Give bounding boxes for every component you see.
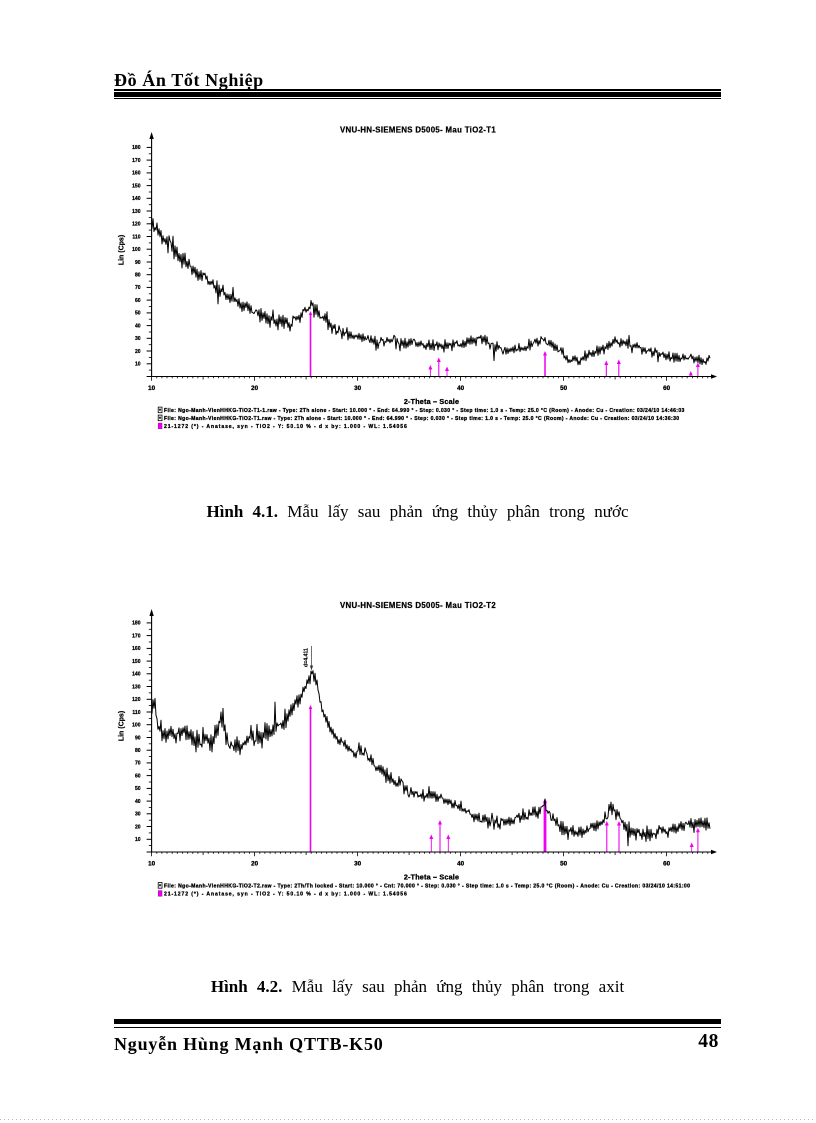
svg-text:21-1272 (*) - Anatase, syn - T: 21-1272 (*) - Anatase, syn - TiO2 - Y: 5… xyxy=(164,892,408,898)
svg-text:100: 100 xyxy=(132,247,141,253)
svg-text:90: 90 xyxy=(135,735,141,741)
svg-text:130: 130 xyxy=(132,209,141,215)
svg-text:File: Ngo-Manh-VienHHKG-TiO2-T: File: Ngo-Manh-VienHHKG-TiO2-T1-1.raw - … xyxy=(164,408,685,414)
svg-text:2-Theta – Scale: 2-Theta – Scale xyxy=(404,397,459,406)
svg-text:10: 10 xyxy=(135,362,141,368)
svg-text:20: 20 xyxy=(135,349,141,355)
svg-text:40: 40 xyxy=(457,861,464,868)
svg-text:180: 180 xyxy=(132,621,141,627)
svg-text:40: 40 xyxy=(457,385,464,392)
svg-text:20: 20 xyxy=(251,861,258,868)
svg-text:120: 120 xyxy=(132,222,141,228)
svg-text:170: 170 xyxy=(132,158,141,164)
svg-text:30: 30 xyxy=(135,812,141,818)
svg-text:90: 90 xyxy=(135,260,141,266)
svg-text:50: 50 xyxy=(135,311,141,317)
svg-text:File: Ngo-Manh-VienHHKG-TiO2-T: File: Ngo-Manh-VienHHKG-TiO2-T1.raw - Ty… xyxy=(164,416,680,422)
svg-text:20: 20 xyxy=(135,824,141,830)
svg-text:40: 40 xyxy=(135,323,141,329)
svg-text:70: 70 xyxy=(135,761,141,767)
svg-text:140: 140 xyxy=(132,672,141,678)
svg-text:VNU-HN-SIEMENS D5005- Mau TiO2: VNU-HN-SIEMENS D5005- Mau TiO2-T1 xyxy=(340,126,496,135)
svg-text:130: 130 xyxy=(132,684,141,690)
svg-text:80: 80 xyxy=(135,748,141,754)
svg-text:120: 120 xyxy=(132,697,141,703)
svg-text:70: 70 xyxy=(135,285,141,291)
svg-text:60: 60 xyxy=(135,298,141,304)
svg-text:140: 140 xyxy=(132,196,141,202)
svg-text:60: 60 xyxy=(135,773,141,779)
svg-text:50: 50 xyxy=(560,385,567,392)
svg-text:150: 150 xyxy=(132,659,141,665)
svg-text:d=4.411: d=4.411 xyxy=(304,648,310,667)
svg-text:40: 40 xyxy=(135,799,141,805)
svg-text:10: 10 xyxy=(135,837,141,843)
svg-text:60: 60 xyxy=(663,861,670,868)
svg-text:20: 20 xyxy=(251,385,258,392)
svg-text:80: 80 xyxy=(135,273,141,279)
svg-text:170: 170 xyxy=(132,633,141,639)
svg-text:File: Ngo-Manh-VienHHKG-TiO2-T: File: Ngo-Manh-VienHHKG-TiO2-T2.raw - Ty… xyxy=(164,884,690,890)
svg-text:Lin (Cps): Lin (Cps) xyxy=(119,235,126,265)
svg-text:30: 30 xyxy=(354,861,361,868)
svg-text:21-1272 (*) - Anatase, syn - T: 21-1272 (*) - Anatase, syn - TiO2 - Y: 5… xyxy=(164,424,408,430)
svg-text:Lin (Cps): Lin (Cps) xyxy=(119,711,126,741)
svg-text:110: 110 xyxy=(132,234,140,240)
svg-text:100: 100 xyxy=(132,723,141,729)
svg-text:180: 180 xyxy=(132,145,141,151)
svg-text:150: 150 xyxy=(132,183,141,189)
svg-text:50: 50 xyxy=(135,786,141,792)
svg-text:10: 10 xyxy=(148,385,155,392)
svg-text:10: 10 xyxy=(148,861,155,868)
svg-text:2-Theta – Scale: 2-Theta – Scale xyxy=(404,873,459,882)
svg-text:50: 50 xyxy=(560,861,567,868)
svg-text:VNU-HN-SIEMENS D5005- Mau TiO2: VNU-HN-SIEMENS D5005- Mau TiO2-T2 xyxy=(340,601,496,610)
svg-text:30: 30 xyxy=(354,385,361,392)
svg-text:160: 160 xyxy=(132,646,141,652)
svg-text:30: 30 xyxy=(135,336,141,342)
svg-text:110: 110 xyxy=(132,710,140,716)
svg-text:60: 60 xyxy=(663,385,670,392)
svg-text:160: 160 xyxy=(132,171,141,177)
